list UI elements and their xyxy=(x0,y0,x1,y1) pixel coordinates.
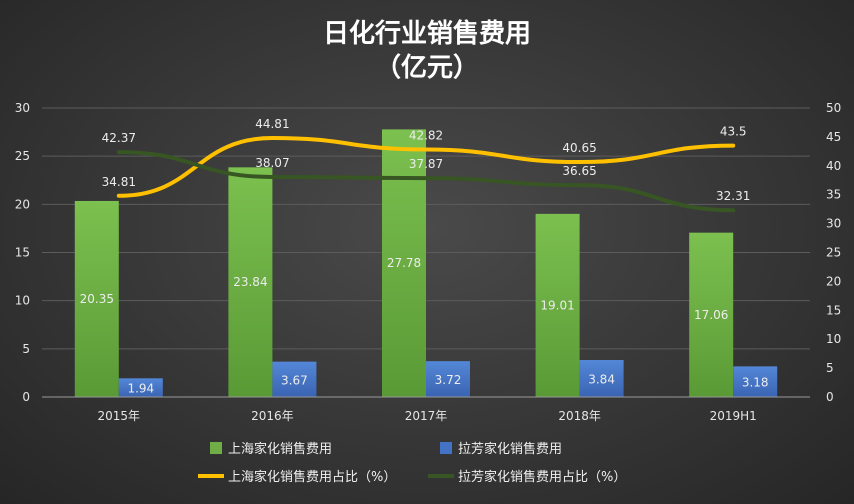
bar-lafang xyxy=(733,366,778,397)
left-axis-tick: 0 xyxy=(22,390,30,404)
bar-lafang xyxy=(426,361,470,397)
bar-lafang xyxy=(579,360,624,397)
right-axis-tick: 10 xyxy=(826,332,841,346)
legend-swatch xyxy=(210,442,222,454)
right-axis-tick: 35 xyxy=(826,188,841,202)
line-label-lafang-ratio: 37.87 xyxy=(409,157,443,171)
right-axis-tick: 20 xyxy=(826,274,841,288)
chart-subtitle-unit: （亿元） xyxy=(375,53,479,83)
bar-shanghai-jahwa xyxy=(382,129,426,398)
chart-title: 日化行业销售费用 xyxy=(323,18,531,49)
right-axis-tick: 5 xyxy=(826,361,834,375)
x-axis-tick: 2017年 xyxy=(405,409,448,423)
line-shanghai-jahwa-ratio xyxy=(116,135,736,198)
right-axis-tick: 15 xyxy=(826,303,841,317)
left-axis-tick: 20 xyxy=(15,197,30,211)
right-axis-tick: 30 xyxy=(826,217,841,231)
bar-lafang xyxy=(118,378,163,397)
bar-label-lafang: 1.94 xyxy=(127,382,154,396)
bar-shanghai-jahwa xyxy=(689,232,734,397)
line-label-lafang-ratio: 38.07 xyxy=(255,156,289,170)
line-label-lafang-ratio: 42.37 xyxy=(102,131,136,145)
right-axis-tick: 45 xyxy=(826,130,841,144)
line-label-lafang-ratio: 36.65 xyxy=(562,164,596,178)
bar-lafang xyxy=(272,361,317,397)
line-label-shanghai-jahwa-ratio: 40.65 xyxy=(562,141,596,155)
legend-label: 上海家化销售费用占比（%） xyxy=(228,469,396,485)
bar-shanghai-jahwa xyxy=(535,213,580,397)
line-label-shanghai-jahwa-ratio: 34.81 xyxy=(102,175,136,189)
left-axis-tick: 10 xyxy=(15,294,30,308)
x-axis-tick: 2018年 xyxy=(558,409,601,423)
left-axis-tick: 25 xyxy=(15,149,30,163)
bar-label-shanghai-jahwa: 17.06 xyxy=(694,308,728,322)
bar-shanghai-jahwa xyxy=(74,200,119,397)
line-label-shanghai-jahwa-ratio: 42.82 xyxy=(409,129,443,143)
left-axis-tick: 30 xyxy=(15,101,30,115)
bar-label-shanghai-jahwa: 19.01 xyxy=(540,298,574,312)
x-axis-tick: 2019H1 xyxy=(710,409,757,423)
legend-label: 拉芳家化销售费用 xyxy=(458,441,562,457)
line-lafang-ratio xyxy=(116,150,736,213)
right-axis-tick: 0 xyxy=(826,390,834,404)
line-label-lafang-ratio: 32.31 xyxy=(716,189,750,203)
x-axis-tick: 2015年 xyxy=(98,409,141,423)
bar-label-shanghai-jahwa: 23.84 xyxy=(233,275,267,289)
right-axis-tick: 50 xyxy=(826,101,841,115)
bar-label-lafang: 3.72 xyxy=(435,373,462,387)
legend-label: 上海家化销售费用 xyxy=(228,441,332,457)
x-axis-tick: 2016年 xyxy=(251,409,294,423)
line-label-shanghai-jahwa-ratio: 43.5 xyxy=(720,125,747,139)
bar-label-shanghai-jahwa: 27.78 xyxy=(387,256,421,270)
left-axis-tick: 15 xyxy=(15,246,30,260)
bar-shanghai-jahwa xyxy=(228,167,273,397)
bar-label-lafang: 3.84 xyxy=(588,373,615,387)
right-axis-tick: 40 xyxy=(826,159,841,173)
bar-label-lafang: 3.18 xyxy=(742,376,769,390)
bar-label-lafang: 3.67 xyxy=(281,373,308,387)
legend-label: 拉芳家化销售费用占比（%） xyxy=(458,469,626,485)
line-label-shanghai-jahwa-ratio: 44.81 xyxy=(255,117,289,131)
bar-label-shanghai-jahwa: 20.35 xyxy=(80,292,114,306)
right-axis-tick: 25 xyxy=(826,246,841,260)
legend-swatch xyxy=(440,442,452,454)
left-axis-tick: 5 xyxy=(22,342,30,356)
